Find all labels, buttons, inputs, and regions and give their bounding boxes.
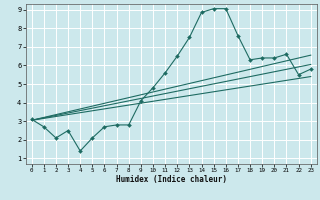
- X-axis label: Humidex (Indice chaleur): Humidex (Indice chaleur): [116, 175, 227, 184]
